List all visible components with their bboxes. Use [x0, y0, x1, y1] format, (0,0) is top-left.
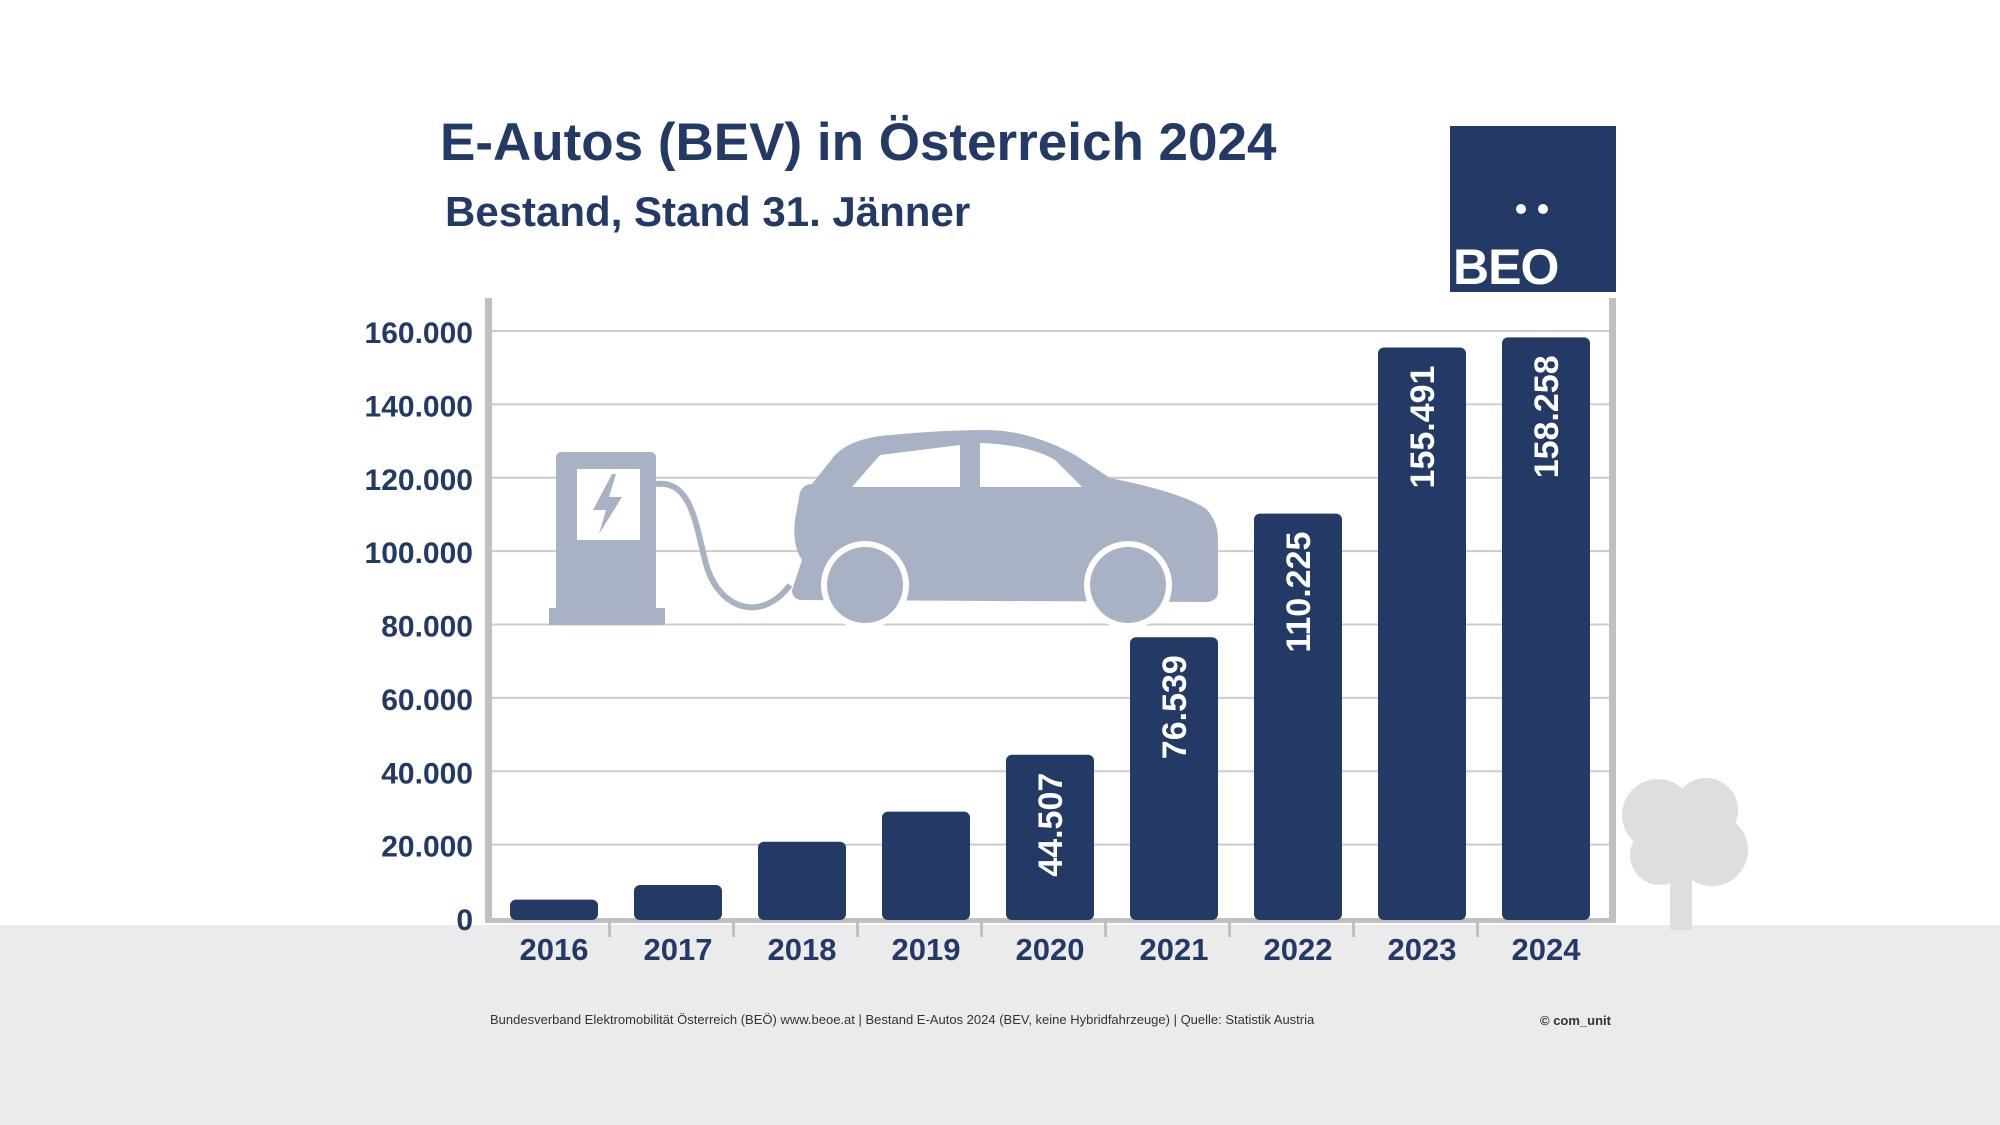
- bar: [1378, 347, 1466, 921]
- y-tick-label: 120.000: [365, 464, 473, 497]
- chart-subtitle: Bestand, Stand 31. Jänner: [445, 188, 971, 235]
- y-tick-label: 0: [456, 904, 473, 937]
- x-tick: [732, 923, 735, 937]
- x-tick-label: 2019: [892, 932, 961, 967]
- x-tick-label: 2020: [1016, 932, 1085, 967]
- x-tick-label: 2022: [1264, 932, 1333, 967]
- x-tick-label: 2016: [520, 932, 589, 967]
- charging-cable: [655, 480, 793, 611]
- bar: [1254, 513, 1342, 920]
- x-tick: [1476, 923, 1479, 937]
- y-tick-label: 160.000: [365, 317, 473, 350]
- bar-data-label: 44.507: [1032, 773, 1070, 877]
- right-axis-line: [1609, 298, 1616, 922]
- bar-data-label: 110.225: [1280, 532, 1318, 653]
- bar-data-label: 155.491: [1404, 366, 1442, 489]
- tree-icon: [1622, 778, 1748, 930]
- x-tick-label: 2018: [768, 932, 837, 967]
- x-tick-label: 2024: [1512, 932, 1582, 967]
- x-axis-tick-labels: 2016 2017 2018 2019 2020 2021 2022 2023 2024: [520, 932, 1582, 967]
- y-tick-label: 60.000: [381, 684, 473, 717]
- x-tick-label: 2023: [1388, 932, 1457, 967]
- x-tick-label: 2021: [1140, 932, 1209, 967]
- bar-data-labels: 44.507 76.539 110.225 155.491 158.258: [1032, 355, 1566, 876]
- bar-data-label: 76.539: [1156, 655, 1194, 759]
- copyright: © com_unit: [1540, 1013, 1611, 1028]
- y-tick-label: 140.000: [365, 390, 473, 423]
- logo-text: BEO: [1453, 239, 1559, 295]
- y-axis-tick-labels: 0 20.000 40.000 60.000 80.000 100.000 120.000 1…: [365, 317, 473, 937]
- charging-station-icon: [549, 452, 665, 625]
- bar: [634, 884, 722, 920]
- x-axis-line: [485, 918, 1616, 923]
- bar: [1130, 637, 1218, 920]
- x-tick: [608, 923, 611, 937]
- y-tick-label: 40.000: [381, 757, 473, 790]
- bar-data-label: 158.258: [1528, 355, 1566, 478]
- source-note: Bundesverband Elektromobilität Österreic…: [490, 1012, 1315, 1027]
- x-tick: [1228, 923, 1231, 937]
- x-tick: [1352, 923, 1355, 937]
- logo-umlaut-dots: [1516, 204, 1552, 216]
- bar: [1502, 337, 1590, 920]
- y-tick-label: 20.000: [381, 831, 473, 864]
- x-tick: [980, 923, 983, 937]
- y-tick-label: 100.000: [365, 537, 473, 570]
- x-tick: [856, 923, 859, 937]
- ground-band: [0, 925, 2000, 1125]
- chart-title: E-Autos (BEV) in Österreich 2024: [440, 113, 1277, 172]
- x-tick: [1104, 923, 1107, 937]
- bar: [510, 899, 598, 920]
- bar: [1006, 754, 1094, 920]
- x-tick-label: 2017: [644, 932, 713, 967]
- bar: [758, 841, 846, 920]
- x-axis-ticks: [608, 923, 1479, 937]
- y-tick-label: 80.000: [381, 611, 473, 644]
- bar: [882, 811, 970, 920]
- bars: [510, 337, 1590, 921]
- beoe-logo: BEO: [1450, 126, 1616, 295]
- electric-car-icon: [792, 430, 1218, 629]
- y-axis-line: [485, 298, 492, 922]
